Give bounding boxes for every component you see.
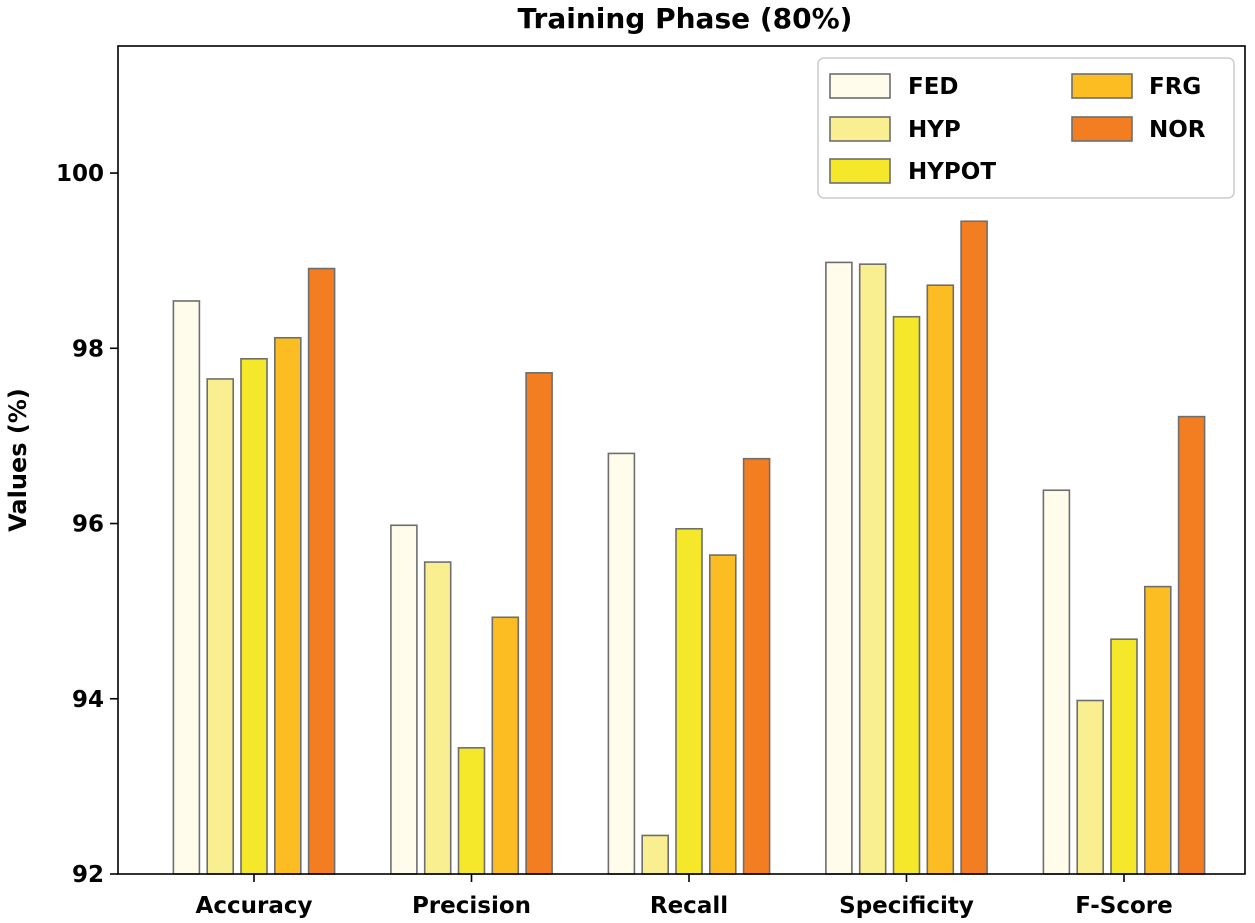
bar-hypot-accuracy: [240, 357, 268, 875]
x-axis-ticks: Accuracy Precision Recall Specificity F-Scor…: [196, 874, 1173, 919]
x-tick-label: Accuracy: [196, 893, 313, 919]
bar-frg-precision: [491, 616, 520, 875]
bar-fed-accuracy: [172, 300, 201, 875]
bar-nor-precision: [525, 372, 553, 875]
x-tick-label: Precision: [412, 893, 531, 919]
legend-label-hypot: HYPOT: [908, 159, 996, 185]
legend-label-nor: NOR: [1149, 117, 1206, 143]
bar-nor-accuracy: [307, 267, 336, 875]
legend-swatch-nor: [1071, 116, 1133, 142]
bar-frg-specificity: [926, 284, 955, 875]
bar-hyp-accuracy: [206, 378, 234, 875]
legend-label-fed: FED: [908, 74, 959, 100]
chart-title: Training Phase (80%): [518, 2, 853, 35]
y-axis-ticks: 92 94 96 98 100: [56, 161, 118, 888]
bar-fed-recall: [607, 452, 636, 875]
bar-hypot-recall: [675, 527, 703, 875]
bar-nor-specificity: [960, 220, 988, 875]
bar-frg-accuracy: [273, 336, 302, 875]
bar-fed-f-score: [1042, 489, 1071, 875]
bar-fed-specificity: [825, 261, 853, 875]
y-tick-label: 92: [72, 862, 104, 888]
legend-label-frg: FRG: [1149, 74, 1201, 100]
y-axis-label: Values (%): [4, 388, 32, 532]
bar-hypot-precision: [457, 747, 486, 875]
x-tick-label: Recall: [650, 893, 728, 919]
y-tick-label: 96: [72, 512, 104, 538]
bar-hypot-f-score: [1110, 638, 1138, 875]
plot-frame: [117, 45, 1246, 875]
legend: FED HYP HYPOT FRG NOR: [817, 57, 1235, 199]
bar-hypot-specificity: [892, 315, 921, 875]
y-tick-label: 98: [72, 336, 104, 362]
legend-swatch-hypot: [829, 158, 891, 184]
legend-swatch-hyp: [829, 116, 891, 142]
x-tick-label: F-Score: [1075, 893, 1173, 919]
bar-frg-f-score: [1144, 585, 1172, 875]
bar-frg-recall: [708, 554, 737, 875]
bars-layer: [172, 220, 1206, 875]
y-tick-label: 94: [72, 687, 104, 713]
legend-swatch-frg: [1071, 73, 1133, 99]
y-tick-label: 100: [56, 161, 104, 187]
legend-label-hyp: HYP: [908, 117, 961, 143]
bar-hyp-specificity: [858, 263, 887, 875]
bar-hyp-precision: [423, 561, 452, 875]
bar-nor-recall: [742, 457, 771, 875]
bar-nor-f-score: [1177, 415, 1206, 875]
bar-fed-precision: [390, 524, 418, 875]
x-tick-label: Specificity: [839, 893, 974, 919]
bar-hyp-f-score: [1076, 699, 1104, 875]
bar-hyp-recall: [641, 834, 670, 875]
legend-swatch-fed: [829, 73, 891, 99]
